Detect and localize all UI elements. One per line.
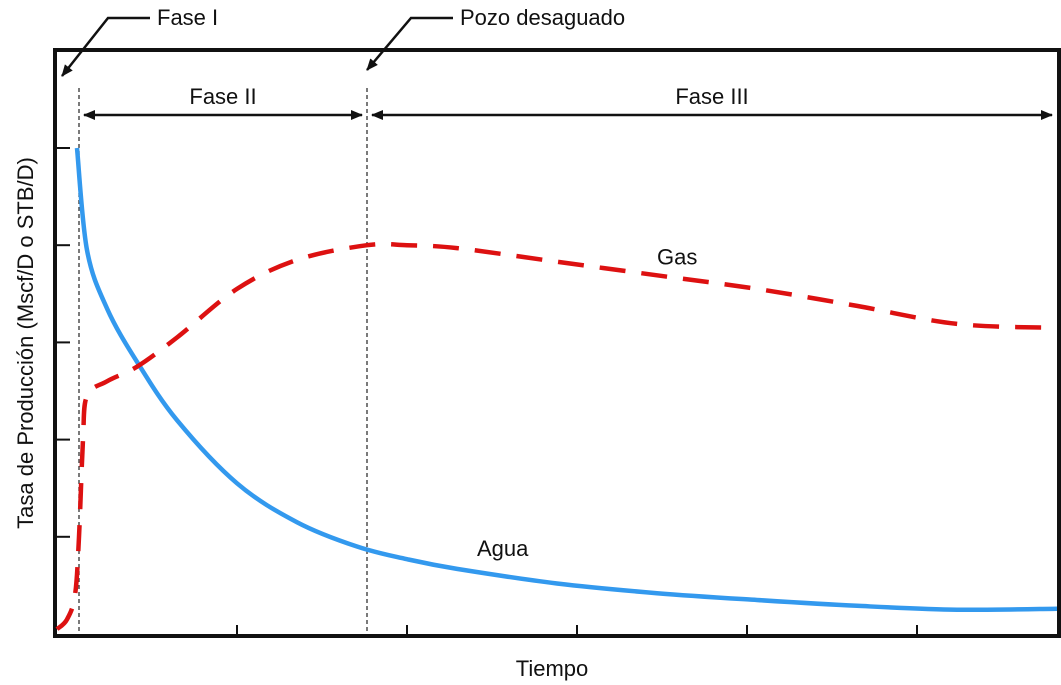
phase-divider-lines [78, 88, 368, 634]
plot-frame [53, 48, 1061, 638]
phase-arrows: Fase II Fase III [83, 84, 1053, 120]
series-label-gas: Gas [657, 245, 697, 270]
annotation-leader-0 [61, 16, 150, 77]
phase-label-0: Fase II [189, 84, 256, 109]
annotation-label-1: Pozo desaguado [460, 5, 625, 30]
phase-label-1: Fase III [675, 84, 748, 109]
series-line-agua [74, 147, 1058, 613]
series-layer: Agua Gas [55, 147, 1058, 631]
annotation-label-0: Fase I [157, 5, 218, 30]
series-line-gas [55, 241, 1058, 631]
annotations: Fase I Pozo desaguado [61, 5, 625, 77]
y-axis-label: Tasa de Producción (Mscf/D o STB/D) [13, 157, 38, 529]
x-axis-label: Tiempo [516, 656, 589, 681]
series-label-agua: Agua [477, 536, 529, 561]
axis-ticks [57, 147, 918, 636]
annotation-leader-1 [366, 16, 453, 71]
